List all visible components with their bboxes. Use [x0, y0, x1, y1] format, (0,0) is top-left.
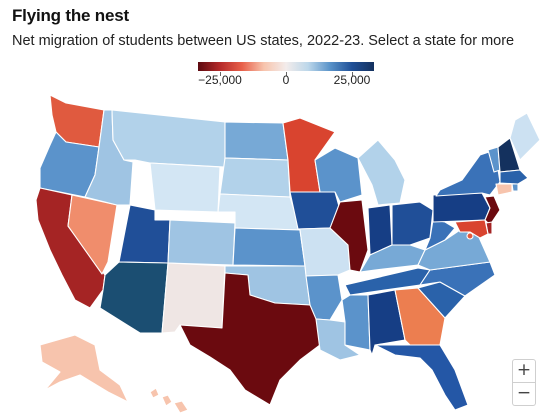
color-legend: −25,000 0 25,000	[198, 62, 374, 92]
state-ak[interactable]	[39, 334, 129, 403]
state-oh[interactable]	[391, 201, 434, 246]
legend-tick	[220, 72, 221, 76]
state-ms[interactable]	[341, 294, 371, 351]
state-az[interactable]	[99, 261, 169, 334]
zoom-in-button[interactable]: +	[512, 359, 536, 383]
state-wi[interactable]	[314, 147, 363, 203]
legend-tick-label: 0	[282, 73, 290, 87]
state-hi[interactable]	[173, 400, 189, 414]
state-la[interactable]	[315, 318, 361, 361]
state-hi[interactable]	[161, 394, 173, 407]
legend-tick-label: 25,000	[333, 73, 371, 87]
legend-tick-label: −25,000	[198, 73, 242, 87]
state-mt[interactable]	[111, 109, 226, 168]
state-il[interactable]	[329, 199, 369, 273]
state-ct[interactable]	[495, 183, 513, 196]
legend-tick	[286, 72, 287, 76]
state-mi[interactable]	[357, 139, 406, 206]
state-nm[interactable]	[161, 262, 226, 334]
map-title: Flying the nest	[12, 6, 129, 25]
state-nd[interactable]	[224, 121, 289, 161]
state-dc[interactable]	[466, 232, 474, 240]
state-ks[interactable]	[232, 227, 306, 267]
legend-tick	[352, 72, 353, 76]
state-fl[interactable]	[374, 344, 469, 411]
state-co[interactable]	[167, 219, 236, 266]
state-ma[interactable]	[499, 169, 529, 185]
state-sd[interactable]	[219, 157, 291, 198]
map-subtitle: Net migration of students between US sta…	[12, 33, 515, 49]
zoom-out-button[interactable]: −	[512, 383, 536, 406]
state-ut[interactable]	[118, 204, 171, 264]
state-wy[interactable]	[149, 162, 221, 213]
state-pa[interactable]	[432, 192, 491, 223]
state-md[interactable]	[454, 219, 489, 239]
state-ri[interactable]	[511, 183, 519, 192]
legend-color-bar	[198, 62, 374, 71]
state-hi[interactable]	[149, 387, 160, 399]
state-tx[interactable]	[179, 272, 321, 406]
state-ky[interactable]	[359, 244, 426, 273]
state-me[interactable]	[509, 112, 541, 161]
